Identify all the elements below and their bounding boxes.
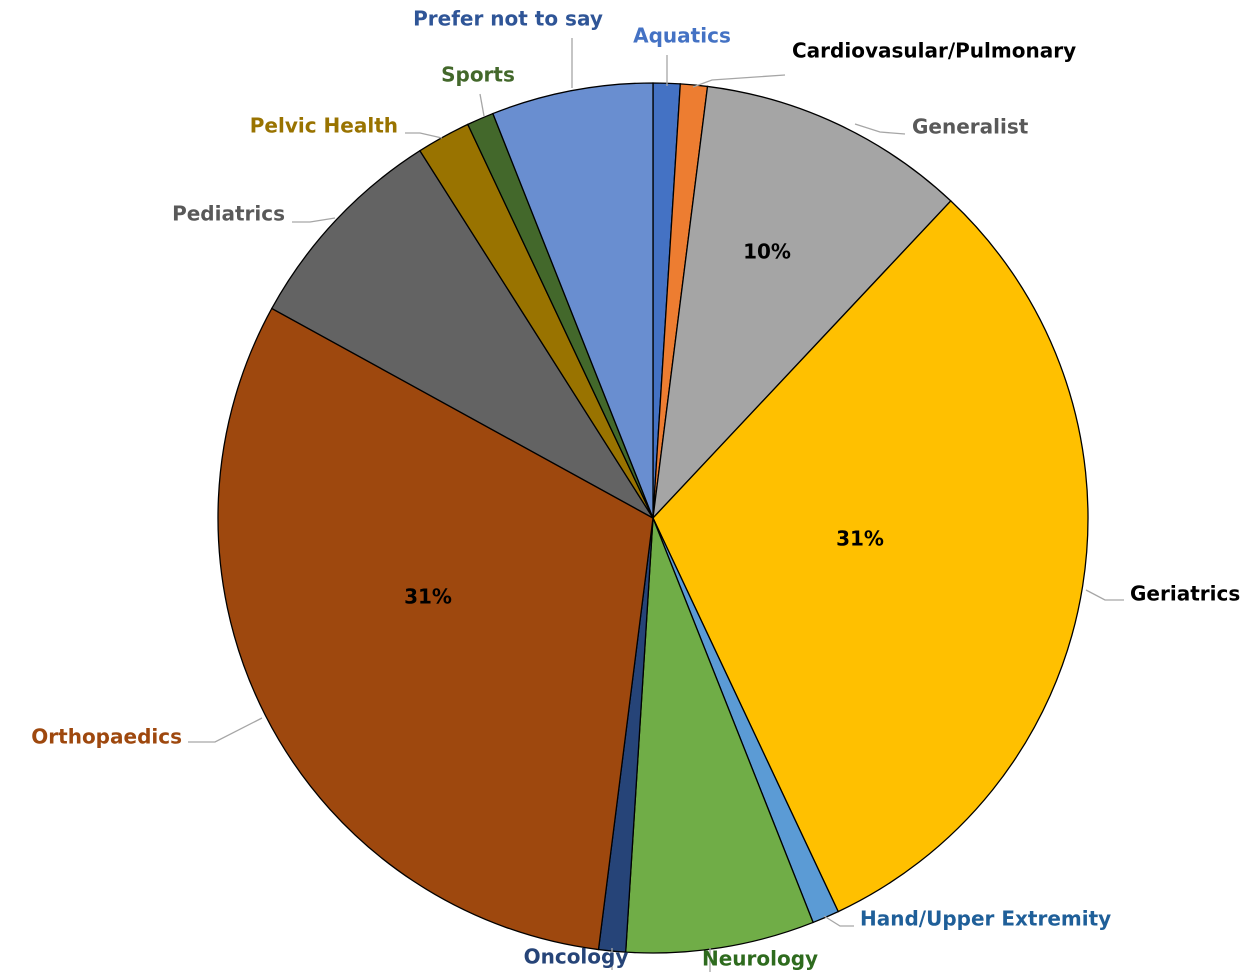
pie-slice [217, 307, 654, 951]
category-label: Hand/Upper Extremity [860, 907, 1111, 931]
category-label: Cardiovasular/Pulmonary [792, 39, 1076, 63]
leader-line [1085, 589, 1124, 601]
category-label: Oncology [524, 945, 629, 969]
leader-line [405, 132, 443, 139]
leader-line [692, 74, 786, 88]
leader-line [188, 717, 263, 743]
leader-line [292, 217, 336, 223]
category-label: Geriatrics [1130, 582, 1240, 606]
category-label: Prefer not to say [413, 7, 603, 31]
pie-slice [652, 85, 952, 520]
leader-line [823, 915, 854, 927]
pie-slice [624, 517, 814, 954]
value-label: 31% [404, 585, 452, 609]
value-label: 10% [743, 240, 791, 264]
pie-slice [492, 82, 654, 519]
category-label: Orthopaedics [31, 725, 182, 749]
pie-slice [652, 199, 1089, 913]
category-label: Pediatrics [172, 202, 285, 226]
pie-slice [270, 149, 654, 519]
leader-line [854, 123, 906, 135]
leader-line [479, 93, 485, 117]
category-label: Neurology [702, 947, 818, 971]
value-label: 31% [836, 527, 884, 551]
category-label: Pelvic Health [250, 114, 398, 138]
category-label: Sports [441, 63, 515, 87]
category-label: Aquatics [633, 24, 731, 48]
category-label: Generalist [912, 115, 1029, 139]
